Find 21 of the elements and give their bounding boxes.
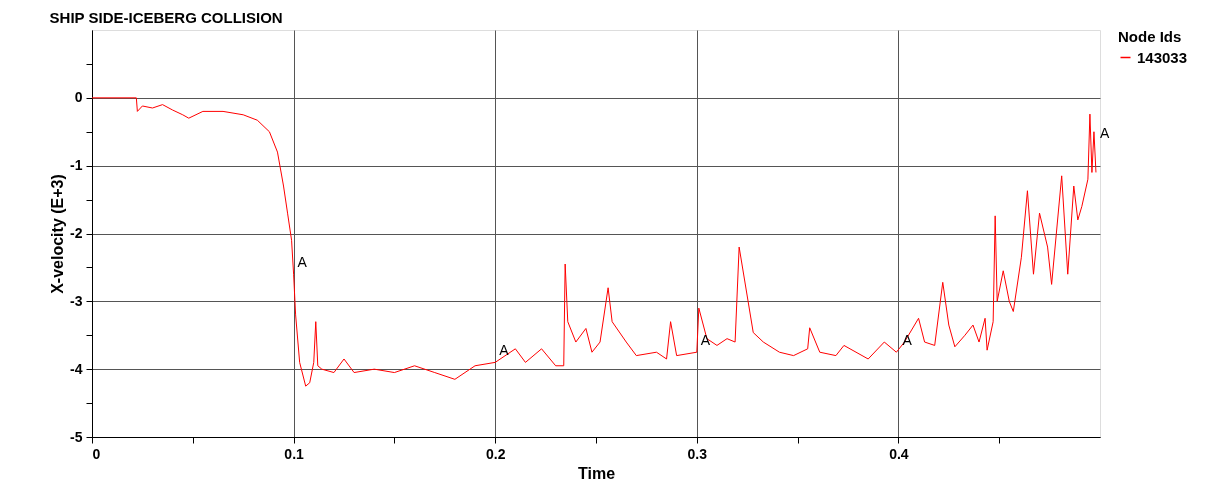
annotation: A: [1099, 125, 1110, 142]
x-tick-label: 0.4: [889, 445, 909, 462]
y-tick-label: -4: [70, 360, 83, 377]
annotation: A: [297, 254, 308, 271]
chart-title: SHIP SIDE-ICEBERG COLLISION: [49, 9, 283, 26]
y-tick-label: -3: [70, 292, 83, 309]
legend-label: 143033: [1137, 48, 1188, 66]
legend-title: Node Ids: [1118, 28, 1182, 45]
x-tick-label: 0.3: [687, 445, 708, 462]
y-tick-label: 0: [74, 89, 83, 106]
y-tick-label: -2: [70, 225, 83, 241]
y-axis-title: X-velocity (E+3): [49, 174, 67, 294]
y-tick-label: -1: [70, 157, 83, 174]
line-series: [91, 97, 1097, 387]
x-axis-title: Time: [577, 464, 616, 482]
x-tick-label: 0: [92, 445, 101, 462]
x-tick-label: 0.1: [284, 445, 305, 462]
annotation: A: [499, 342, 510, 359]
annotation: A: [700, 332, 711, 349]
y-tick-label: -5: [70, 428, 83, 445]
x-tick-label: 0.2: [485, 445, 506, 462]
